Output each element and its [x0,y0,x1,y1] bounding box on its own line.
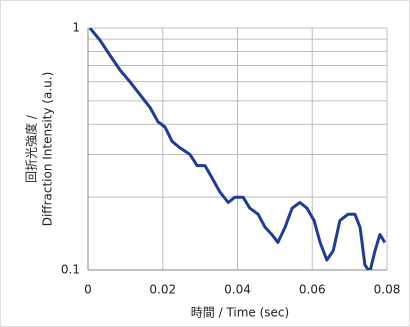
data-line [88,28,387,270]
x-axis-label: 時間 / Time (sec) [191,306,289,320]
x-tick-label: 0.08 [374,283,401,297]
x-tick-label: 0.02 [149,283,176,297]
x-tick-label: 0.04 [224,283,251,297]
x-tick-label: 0.06 [299,283,326,297]
x-tick-label: 0 [84,283,92,297]
y-tick-label: 0.1 [61,263,80,277]
y-axis-label: Diffraction Intensity (a.u.) [41,72,55,227]
y-axis-label: 回折光強度 / [24,114,39,183]
y-tick-label: 1 [72,21,80,35]
